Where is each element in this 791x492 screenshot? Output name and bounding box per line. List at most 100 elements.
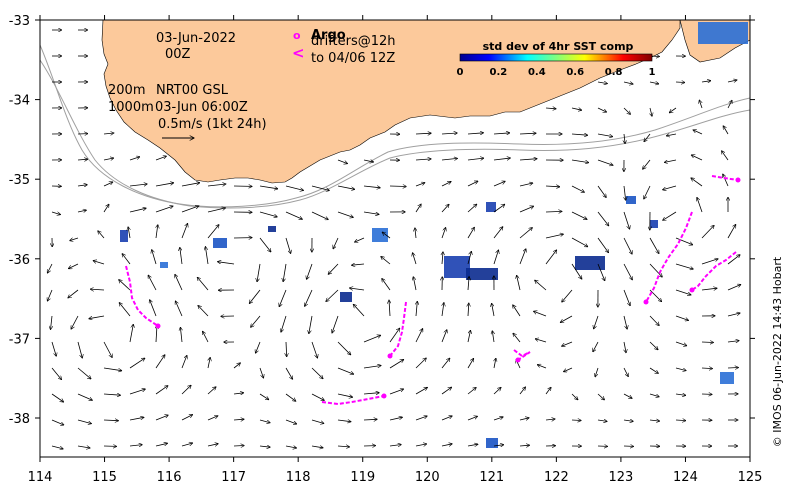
- velocity-arrow: [207, 444, 218, 446]
- sst-patch: [626, 196, 636, 204]
- velocity-arrow: [560, 315, 573, 323]
- velocity-arrow: [337, 185, 355, 189]
- velocity-arrow: [51, 393, 64, 402]
- velocity-arrow: [623, 237, 632, 254]
- velocity-arrow: [519, 387, 526, 395]
- velocity-arrow: [467, 158, 484, 160]
- velocity-arrow: [103, 158, 114, 160]
- velocity-arrow: [311, 211, 328, 220]
- velocity-arrow: [727, 313, 740, 317]
- isobath-1000m: [40, 44, 750, 208]
- velocity-arrow: [597, 159, 613, 165]
- velocity-arrow: [513, 305, 521, 317]
- velocity-arrow: [128, 227, 130, 239]
- velocity-arrow: [545, 211, 562, 212]
- velocity-arrow: [649, 367, 658, 373]
- velocity-arrow: [675, 367, 686, 371]
- velocity-arrow: [545, 186, 560, 187]
- velocity-arrow: [122, 254, 131, 265]
- depth-1000-label: 1000m: [108, 100, 154, 115]
- velocity-arrow: [722, 151, 729, 161]
- velocity-arrow: [413, 277, 417, 291]
- sst-patch: [486, 202, 496, 212]
- velocity-arrow: [727, 368, 738, 369]
- velocity-arrow: [517, 275, 521, 291]
- velocity-arrow: [311, 367, 323, 379]
- velocity-arrow: [77, 159, 88, 160]
- drifter-track: [389, 301, 407, 357]
- velocity-arrow: [363, 335, 381, 343]
- velocity-arrow: [701, 81, 711, 82]
- velocity-arrow: [333, 237, 339, 249]
- colorbar-title: std dev of 4hr SST comp: [483, 40, 634, 53]
- velocity-arrow: [148, 275, 157, 291]
- velocity-arrow: [571, 134, 588, 135]
- velocity-arrow: [197, 277, 209, 291]
- velocity-arrow: [467, 358, 474, 369]
- velocity-arrow: [51, 445, 63, 449]
- velocity-arrow: [155, 415, 168, 421]
- velocity-arrow: [249, 289, 261, 304]
- sst-patch: [160, 262, 168, 268]
- velocity-arrow: [623, 420, 633, 421]
- velocity-arrow: [675, 315, 689, 320]
- drifter-position: [387, 353, 393, 359]
- x-tick-label: 122: [544, 470, 569, 485]
- velocity-arrow: [699, 100, 703, 109]
- velocity-arrow: [597, 393, 605, 400]
- colorbar-tick-label: 0.6: [566, 67, 584, 78]
- velocity-arrow: [205, 247, 209, 265]
- velocity-arrow: [468, 303, 469, 317]
- velocity-arrow: [90, 289, 105, 290]
- velocity-arrow: [492, 303, 495, 317]
- velocity-arrow: [650, 107, 652, 116]
- velocity-arrow: [103, 367, 122, 371]
- argo-label: Argo: [311, 28, 346, 43]
- velocity-arrow: [207, 208, 226, 213]
- velocity-arrow: [98, 231, 105, 239]
- velocity-arrow: [595, 367, 599, 377]
- velocity-arrow: [519, 206, 534, 213]
- velocity-arrow: [129, 208, 146, 213]
- x-tick-label: 118: [286, 470, 311, 485]
- velocity-arrow: [623, 211, 630, 229]
- depth-200-label: 200m: [108, 83, 145, 98]
- velocity-arrow: [597, 263, 605, 281]
- drifter-track: [125, 265, 159, 327]
- velocity-arrow: [389, 417, 402, 421]
- velocity-arrow: [467, 387, 476, 395]
- velocity-arrow: [285, 237, 291, 254]
- drifter-track: [711, 175, 739, 181]
- velocity-arrow: [701, 225, 714, 239]
- velocity-arrow: [675, 289, 691, 295]
- velocity-arrow: [51, 211, 61, 215]
- velocity-arrow: [597, 82, 607, 84]
- velocity-arrow: [68, 263, 79, 269]
- velocity-arrow: [664, 159, 677, 162]
- velocity-arrow: [675, 420, 686, 421]
- velocity-arrow: [624, 341, 626, 353]
- velocity-arrow: [727, 224, 736, 239]
- velocity-arrow: [350, 288, 365, 290]
- velocity-arrow: [675, 82, 685, 83]
- drifters-to-label: to 04/06 12Z: [311, 51, 395, 66]
- velocity-arrow: [562, 289, 573, 302]
- credit-label: © IMOS 06-Jun-2022 14:43 Hobart: [771, 256, 784, 447]
- velocity-arrow: [441, 444, 452, 446]
- velocity-arrow: [233, 446, 244, 447]
- velocity-arrow: [415, 183, 425, 187]
- velocity-arrow: [701, 368, 713, 369]
- velocity-arrow: [624, 133, 625, 144]
- velocity-arrow: [155, 355, 165, 369]
- velocity-arrow: [441, 330, 447, 343]
- velocity-arrow: [152, 250, 157, 265]
- velocity-arrow: [259, 419, 270, 423]
- velocity-arrow: [256, 341, 261, 353]
- velocity-arrow: [493, 204, 505, 213]
- y-tick-label: -37: [9, 332, 30, 347]
- velocity-arrow: [309, 315, 313, 334]
- velocity-arrow: [389, 186, 406, 187]
- velocity-arrow: [494, 358, 496, 369]
- velocity-arrow: [727, 100, 732, 109]
- velocity-arrow: [675, 394, 686, 395]
